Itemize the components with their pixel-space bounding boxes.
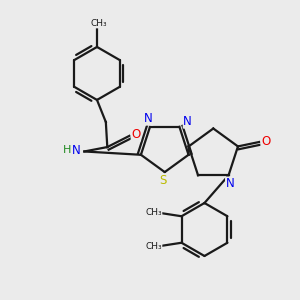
Text: CH₃: CH₃ [145,242,162,251]
Text: N: N [72,143,80,157]
Text: N: N [226,177,234,190]
Text: O: O [131,128,140,141]
Text: O: O [261,136,270,148]
Text: S: S [160,174,167,187]
Text: N: N [183,115,192,128]
Text: H: H [63,145,71,155]
Text: CH₃: CH₃ [145,208,162,217]
Text: CH₃: CH₃ [90,19,107,28]
Text: N: N [144,112,153,125]
